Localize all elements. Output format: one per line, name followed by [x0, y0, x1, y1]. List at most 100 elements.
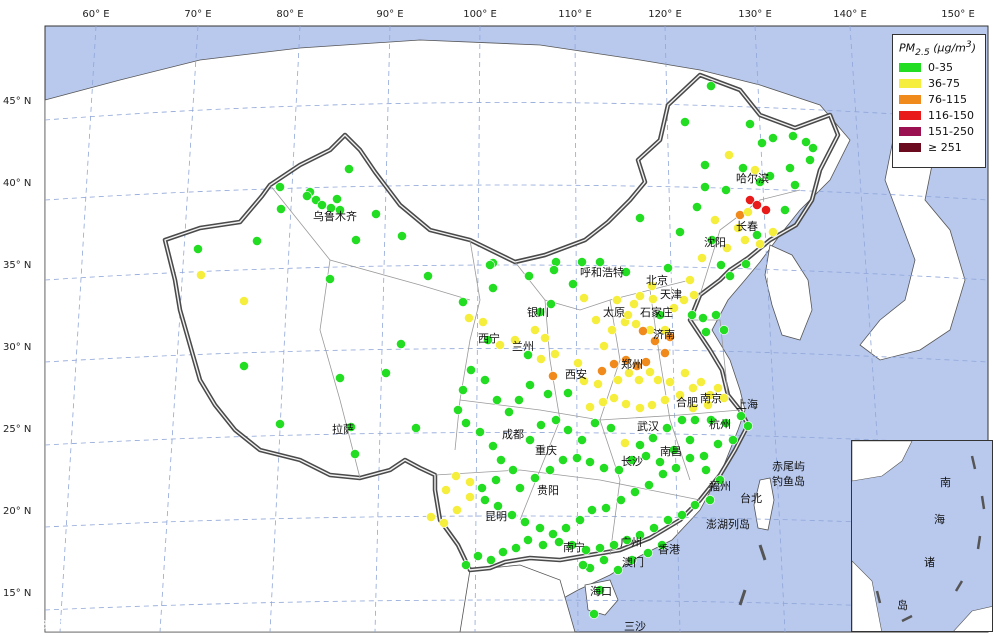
- station-dot: [740, 235, 750, 245]
- station-dot: [671, 463, 681, 473]
- legend-title-main: PM: [899, 41, 916, 55]
- station-dot: [623, 310, 633, 320]
- city-label: 福州: [709, 479, 731, 493]
- station-dot: [599, 555, 609, 565]
- city-label: 南昌: [660, 445, 682, 458]
- station-dot: [711, 310, 721, 320]
- station-dot: [426, 512, 436, 522]
- station-dot: [757, 138, 767, 148]
- station-dot: [641, 451, 651, 461]
- legend-item: 0-35: [893, 60, 985, 76]
- station-dot: [635, 291, 645, 301]
- city-label: 石家庄: [640, 305, 673, 319]
- station-dot: [677, 510, 687, 520]
- station-dot: [511, 543, 521, 553]
- station-dot: [563, 425, 573, 435]
- station-dot: [563, 388, 573, 398]
- station-dot: [713, 439, 723, 449]
- station-dot: [585, 402, 595, 412]
- station-dot: [546, 299, 556, 309]
- station-dot: [595, 543, 605, 553]
- latitude-tick-label: 25° N: [3, 424, 31, 435]
- station-dot: [496, 455, 506, 465]
- station-dot: [706, 415, 716, 425]
- city-label: 香港: [658, 543, 680, 556]
- station-dot: [492, 395, 502, 405]
- latitude-tick-label: 40° N: [3, 178, 31, 189]
- station-dot: [658, 469, 668, 479]
- station-dot: [689, 290, 699, 300]
- station-dot: [520, 517, 530, 527]
- station-dot: [609, 393, 619, 403]
- landmass-japan: [859, 114, 966, 361]
- station-dot: [677, 415, 687, 425]
- station-dot: [551, 415, 561, 425]
- station-dot: [650, 336, 660, 346]
- legend-label: 76-115: [928, 93, 967, 107]
- station-dot: [572, 453, 582, 463]
- station-dot: [465, 477, 475, 487]
- station-dot: [653, 375, 663, 385]
- station-dot: [558, 455, 568, 465]
- station-dot: [728, 435, 738, 445]
- inset-dashes: [875, 455, 986, 623]
- station-dot: [647, 281, 657, 291]
- station-dot: [716, 260, 726, 270]
- inset-label-zhu: 诸: [924, 556, 935, 569]
- station-dot: [648, 433, 658, 443]
- station-dot: [452, 505, 462, 515]
- station-markers: [193, 81, 818, 619]
- station-dot: [344, 164, 354, 174]
- station-dot: [685, 275, 695, 285]
- longitude-ticks: 60° E 70° E 80° E 90° E 100° E 110° E 120° E 13…: [82, 9, 974, 20]
- station-dot: [690, 415, 700, 425]
- city-label: 昆明: [485, 510, 507, 523]
- station-dot: [657, 540, 667, 550]
- station-dot: [627, 555, 637, 565]
- station-dot: [665, 377, 675, 387]
- station-dot: [725, 271, 735, 281]
- latitude-tick-label: 15° N: [3, 588, 31, 599]
- legend-item: 76-115: [893, 92, 985, 108]
- inset-land-north: [852, 441, 913, 482]
- station-dot: [627, 455, 637, 465]
- station-dot: [575, 515, 585, 525]
- city-label: 澳门: [622, 555, 644, 569]
- station-dot: [801, 137, 811, 147]
- station-dot: [579, 293, 589, 303]
- legend-item: 36-75: [893, 76, 985, 92]
- station-dot: [607, 325, 617, 335]
- station-dot: [317, 200, 327, 210]
- station-dot: [743, 421, 753, 431]
- station-dot: [598, 397, 608, 407]
- station-dot: [599, 341, 609, 351]
- city-label: 钓鱼岛: [772, 474, 805, 488]
- station-dot: [423, 271, 433, 281]
- station-dot: [561, 523, 571, 533]
- city-label: 武汉: [637, 420, 659, 433]
- station-dot: [465, 492, 475, 502]
- station-dot: [690, 500, 700, 510]
- station-dot: [768, 133, 778, 143]
- longitude-tick-label: 80° E: [276, 9, 303, 20]
- station-dot: [548, 371, 558, 381]
- inset-canvas: 南 海 诸 岛: [852, 441, 992, 631]
- station-dot: [660, 325, 670, 335]
- station-dot: [679, 295, 689, 305]
- station-dot: [805, 155, 815, 165]
- station-dot: [631, 319, 641, 329]
- station-dot: [543, 389, 553, 399]
- city-label: 西宁: [478, 331, 500, 345]
- station-dot: [536, 420, 546, 430]
- legend-swatch: [899, 63, 921, 73]
- inset-label-dao: 岛: [897, 598, 908, 612]
- station-dot: [466, 365, 476, 375]
- station-dot: [485, 260, 495, 270]
- longitude-tick-label: 70° E: [184, 9, 211, 20]
- station-dot: [622, 535, 632, 545]
- station-dot: [483, 335, 493, 345]
- station-dot: [275, 419, 285, 429]
- station-dot: [692, 202, 702, 212]
- city-label: 澎湖列岛: [706, 517, 750, 531]
- station-dot: [655, 310, 665, 320]
